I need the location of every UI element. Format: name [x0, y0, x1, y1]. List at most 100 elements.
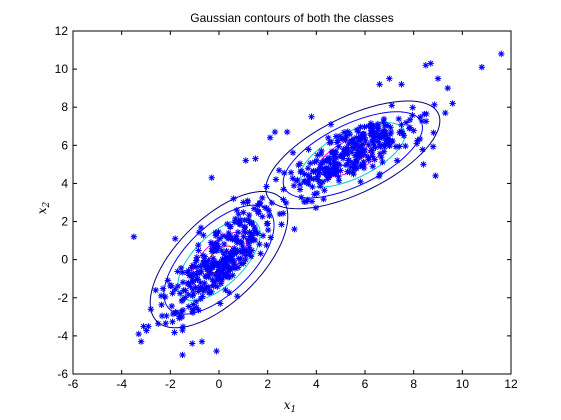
- class-1-point: [259, 195, 265, 201]
- class-2-point: [361, 124, 367, 130]
- class-2-point: [314, 190, 320, 196]
- class-1-point: [155, 320, 161, 326]
- x-tick-label: 8: [410, 377, 417, 391]
- class-2-point: [303, 199, 309, 205]
- class-2-point: [358, 142, 364, 148]
- class-2-point: [327, 161, 333, 167]
- class-2-point: [344, 168, 350, 174]
- class-1-point: [169, 303, 175, 309]
- class-2-point: [327, 139, 333, 145]
- class-2-point: [272, 129, 278, 135]
- class-2-point: [283, 200, 289, 206]
- class-2-point: [290, 150, 296, 156]
- class-1-point: [225, 274, 231, 280]
- class-1-point: [266, 207, 272, 213]
- x-tick-label: 6: [362, 377, 369, 391]
- class-1-point: [226, 289, 232, 295]
- class-1-point: [269, 200, 275, 206]
- class-1-point: [213, 348, 219, 354]
- x-tick-label: 10: [456, 377, 470, 391]
- class-2-point: [357, 179, 363, 185]
- class-1-point: [148, 306, 154, 312]
- class-1-point: [273, 176, 279, 182]
- class-1-point: [201, 280, 207, 286]
- class-1-point: [253, 230, 259, 236]
- class-2-point: [376, 173, 382, 179]
- y-tick-label: 4: [61, 176, 68, 190]
- class-2-point: [396, 116, 402, 122]
- class-2-point: [419, 146, 425, 152]
- class-2-point: [313, 205, 319, 211]
- x-tick-label: 12: [504, 377, 518, 391]
- class-1-point: [237, 217, 243, 223]
- class-2-point: [381, 149, 387, 155]
- class-2-point: [336, 143, 342, 149]
- class-2-point: [317, 183, 323, 189]
- class-1-point: [249, 247, 255, 253]
- class-1-point: [199, 338, 205, 344]
- class-1-point: [190, 279, 196, 285]
- class-2-point: [318, 162, 324, 168]
- x-tick-label: -6: [68, 377, 79, 391]
- class-1-point: [193, 299, 199, 305]
- class-2-point: [449, 100, 455, 106]
- class-1-point: [249, 236, 255, 242]
- class-2-point: [375, 125, 381, 131]
- y-tick-label: 2: [61, 215, 68, 229]
- class-2-point: [297, 169, 303, 175]
- class-1-point: [186, 272, 192, 278]
- class-2-point: [264, 220, 270, 226]
- class-2-point: [332, 151, 338, 157]
- class-2-point: [407, 117, 413, 123]
- class-1-point: [227, 223, 233, 229]
- class-1-point: [196, 229, 202, 235]
- class-1-point: [215, 229, 221, 235]
- class-2-point: [328, 121, 334, 127]
- class-1-point: [278, 221, 284, 227]
- class-1-point: [172, 236, 178, 242]
- class-2-point: [387, 124, 393, 130]
- class-2-point: [240, 199, 246, 205]
- class-1-point: [246, 212, 252, 218]
- class-1-point: [205, 274, 211, 280]
- class-2-point: [336, 178, 342, 184]
- class-1-point: [174, 268, 180, 274]
- class-1-point: [179, 352, 185, 358]
- class-1-point: [268, 234, 274, 240]
- class-1-point: [236, 238, 242, 244]
- class-2-point: [350, 171, 356, 177]
- class-2-point: [398, 128, 404, 134]
- class-2-point: [430, 130, 436, 136]
- class-1-point: [199, 293, 205, 299]
- class-1-point: [227, 250, 233, 256]
- class-2-point: [328, 166, 334, 172]
- class-2-point: [284, 129, 290, 135]
- class-2-point: [420, 161, 426, 167]
- class-2-point: [256, 200, 262, 206]
- class-2-point: [370, 163, 376, 169]
- y-tick-label: 6: [61, 138, 68, 152]
- class-1-point: [231, 245, 237, 251]
- class-2-point: [407, 124, 413, 130]
- class-1-point: [171, 329, 177, 335]
- x-tick-label: -4: [116, 377, 127, 391]
- class-1-point: [209, 175, 215, 181]
- class-2-point: [305, 146, 311, 152]
- class-1-point: [248, 253, 254, 259]
- class-2-point: [308, 114, 314, 120]
- class-2-point: [307, 175, 313, 181]
- class-1-point: [223, 257, 229, 263]
- class-2-point: [339, 151, 345, 157]
- class-2-point: [384, 140, 390, 146]
- class-1-point: [263, 183, 269, 189]
- class-1-point: [265, 227, 271, 233]
- class-2-point: [343, 162, 349, 168]
- class-2-point: [445, 85, 451, 91]
- class-1-point: [257, 250, 263, 256]
- class-1-point: [138, 338, 144, 344]
- class-1-point: [169, 319, 175, 325]
- class-2-point: [398, 81, 404, 87]
- class-2-point: [431, 102, 437, 108]
- class-2-point: [288, 169, 294, 175]
